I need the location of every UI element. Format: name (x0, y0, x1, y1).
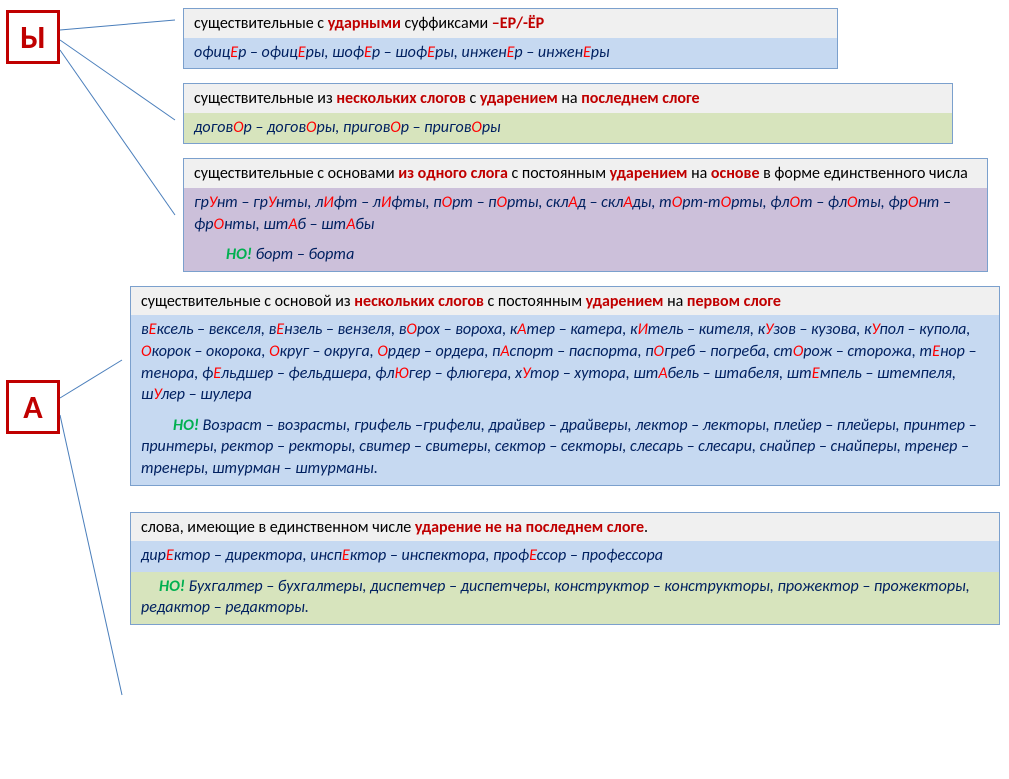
rule5-but-label: НО! (159, 577, 189, 596)
letter-y-box: Ы (6, 10, 60, 64)
rule5-t1: слова, имеющие в единственном числе (141, 518, 415, 537)
rule4-examples: вЕксель – векселя, вЕнзель – вензеля, вО… (131, 315, 999, 410)
rule4-t1: существительные с основой из (141, 292, 354, 311)
rule4-t5: на (663, 292, 686, 311)
rule3-title: существительные с основами из одного сло… (184, 159, 987, 188)
rule3-t4: ударением (610, 164, 688, 183)
rule2-t4: ударением (480, 89, 558, 108)
rule4-title: существительные с основой из нескольких … (131, 287, 999, 316)
rule3-box: существительные с основами из одного сло… (183, 158, 988, 271)
rule1-t4: –ЕР/-ЁР (492, 14, 544, 33)
rule1-t1: существительные с (194, 14, 328, 33)
letter-y: Ы (20, 18, 46, 57)
rule1-title: существительные с ударными суффиксами –Е… (184, 9, 837, 38)
rule5-box: слова, имеющие в единственном числе удар… (130, 512, 1000, 625)
rule5-title: слова, имеющие в единственном числе удар… (131, 513, 999, 542)
letter-a: А (23, 388, 42, 427)
rule1-box: существительные с ударными суффиксами –Е… (183, 8, 838, 69)
rule2-title: существительные из нескольких слогов с у… (184, 84, 952, 113)
rule1-t2: ударными (328, 14, 401, 33)
rule3-but-row: НО! борт – борта (184, 240, 987, 271)
rule2-t6: последнем слоге (581, 89, 699, 108)
rule5-but-row: НО! Бухгалтер – бухгалтеры, диспетчер – … (131, 572, 999, 624)
rule2-box: существительные из нескольких слогов с у… (183, 83, 953, 144)
rule2-examples: договОр – договОры, приговОр – приговОры (184, 113, 952, 144)
rule5-t3: . (644, 518, 648, 537)
letter-a-box: А (6, 380, 60, 434)
rule3-t5: на (687, 164, 710, 183)
rule3-t1: существительные с основами (194, 164, 398, 183)
rule4-but-label: НО! (173, 416, 203, 435)
rule3-t7: в форме единственного числа (760, 164, 968, 183)
rule4-t6: первом слоге (687, 292, 781, 311)
rule3-t2: из одного слога (398, 164, 508, 183)
rule4-t2: нескольких слогов (354, 292, 484, 311)
rule5-examples: дирЕктор – директора, инспЕктор – инспек… (131, 541, 999, 572)
rule1-examples: офицЕр – офицЕры, шофЕр – шофЕры, инженЕ… (184, 38, 837, 69)
rule4-t3: с постоянным (484, 292, 586, 311)
rule2-t2: нескольких слогов (336, 89, 466, 108)
rule4-t4: ударением (586, 292, 664, 311)
rule3-but-ex: борт – борта (256, 245, 355, 264)
rule2-t3: с (466, 89, 480, 108)
rule2-t5: на (558, 89, 581, 108)
rule4-but-row: НО! Возраст – возрасты, грифель –грифели… (131, 411, 999, 485)
rule2-t1: существительные из (194, 89, 336, 108)
rule5-but-ex: Бухгалтер – бухгалтеры, диспетчер – дисп… (141, 577, 970, 618)
rule4-but-ex: Возраст – возрасты, грифель –грифели, др… (141, 416, 977, 478)
rule3-but-label: НО! (226, 245, 256, 264)
rule1-t3: суффиксами (401, 14, 492, 33)
rule3-t6: основе (711, 164, 760, 183)
rule3-examples: грУнт – грУнты, лИфт – лИфты, пОрт – пОр… (184, 188, 987, 240)
rule5-t2: ударение не на последнем слоге (415, 518, 644, 537)
rule3-t3: с постоянным (508, 164, 610, 183)
rule4-box: существительные с основой из нескольких … (130, 286, 1000, 486)
